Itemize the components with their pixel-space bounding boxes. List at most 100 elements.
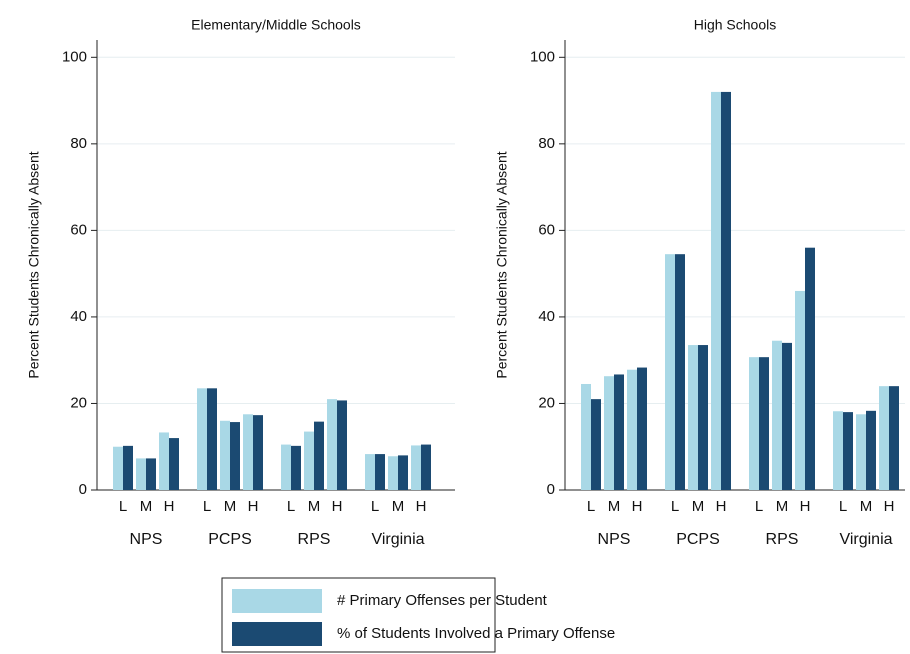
bar xyxy=(304,431,314,490)
bar xyxy=(375,454,385,490)
legend-swatch xyxy=(232,589,322,613)
bar xyxy=(604,376,614,490)
y-tick-label: 100 xyxy=(62,48,87,65)
x-tick-label: M xyxy=(224,498,237,515)
x-tick-label: M xyxy=(392,498,405,515)
chart-title: Elementary/Middle Schools xyxy=(191,17,361,33)
bar xyxy=(314,421,324,490)
x-tick-label: H xyxy=(248,498,259,515)
x-tick-label: H xyxy=(416,498,427,515)
bar xyxy=(146,458,156,490)
bar xyxy=(698,345,708,490)
bar xyxy=(581,383,591,490)
bar xyxy=(711,91,721,490)
group-label: Virginia xyxy=(371,531,424,548)
bar xyxy=(207,388,217,490)
x-tick-label: H xyxy=(332,498,343,515)
bar xyxy=(123,445,133,490)
bar xyxy=(772,340,782,490)
group-label: RPS xyxy=(298,531,331,548)
y-axis-label: Percent Students Chronically Absent xyxy=(494,151,510,378)
x-tick-label: L xyxy=(755,498,763,515)
x-tick-label: L xyxy=(203,498,211,515)
bar xyxy=(614,374,624,490)
x-tick-label: L xyxy=(119,498,127,515)
group-label: RPS xyxy=(766,531,799,548)
bar xyxy=(159,432,169,490)
bar xyxy=(411,445,421,490)
bar xyxy=(833,411,843,490)
bar xyxy=(398,455,408,490)
bar xyxy=(169,438,179,490)
bar xyxy=(879,386,889,490)
y-tick-label: 80 xyxy=(538,135,555,152)
bar xyxy=(627,369,637,490)
x-tick-label: H xyxy=(800,498,811,515)
bar xyxy=(749,357,759,490)
x-tick-label: L xyxy=(587,498,595,515)
bar xyxy=(591,399,601,490)
y-tick-label: 60 xyxy=(70,221,87,238)
legend-label: % of Students Involved a Primary Offense xyxy=(337,625,615,642)
bar xyxy=(759,357,769,490)
bar xyxy=(365,454,375,490)
bar xyxy=(856,414,866,490)
bar xyxy=(688,345,698,490)
bar xyxy=(637,367,647,490)
bar xyxy=(675,254,685,490)
bar xyxy=(843,412,853,490)
x-tick-label: M xyxy=(860,498,873,515)
x-tick-label: H xyxy=(632,498,643,515)
x-tick-label: H xyxy=(164,498,175,515)
y-axis-label: Percent Students Chronically Absent xyxy=(26,151,42,378)
bar xyxy=(421,444,431,490)
x-tick-label: L xyxy=(371,498,379,515)
x-tick-label: M xyxy=(140,498,153,515)
bar xyxy=(136,458,146,490)
bar xyxy=(281,444,291,490)
y-tick-label: 0 xyxy=(547,481,555,498)
y-tick-label: 40 xyxy=(538,308,555,325)
y-tick-label: 80 xyxy=(70,135,87,152)
x-tick-label: L xyxy=(671,498,679,515)
x-tick-label: M xyxy=(692,498,705,515)
y-tick-label: 40 xyxy=(70,308,87,325)
chart-title: High Schools xyxy=(694,17,777,33)
bar xyxy=(388,456,398,490)
x-tick-label: M xyxy=(776,498,789,515)
group-label: NPS xyxy=(130,531,163,548)
x-tick-label: L xyxy=(287,498,295,515)
bar xyxy=(721,91,731,490)
bar xyxy=(337,400,347,490)
group-label: PCPS xyxy=(676,531,720,548)
bar xyxy=(243,414,253,490)
bar xyxy=(665,254,675,490)
bar xyxy=(291,445,301,490)
bar xyxy=(327,399,337,490)
bar xyxy=(253,415,263,490)
group-label: PCPS xyxy=(208,531,252,548)
y-tick-label: 20 xyxy=(538,394,555,411)
y-tick-label: 100 xyxy=(530,48,555,65)
bar xyxy=(230,422,240,490)
bar xyxy=(805,247,815,490)
x-tick-label: M xyxy=(608,498,621,515)
legend-label: # Primary Offenses per Student xyxy=(337,592,548,609)
x-tick-label: H xyxy=(884,498,895,515)
bar xyxy=(220,420,230,490)
bar xyxy=(866,410,876,490)
group-label: Virginia xyxy=(839,531,892,548)
bar xyxy=(113,446,123,490)
x-tick-label: M xyxy=(308,498,321,515)
bar xyxy=(782,342,792,490)
y-tick-label: 60 xyxy=(538,221,555,238)
bar xyxy=(889,386,899,490)
x-tick-label: H xyxy=(716,498,727,515)
y-tick-label: 0 xyxy=(79,481,87,498)
bar xyxy=(795,290,805,490)
x-tick-label: L xyxy=(839,498,847,515)
y-tick-label: 20 xyxy=(70,394,87,411)
group-label: NPS xyxy=(598,531,631,548)
bar xyxy=(197,388,207,490)
